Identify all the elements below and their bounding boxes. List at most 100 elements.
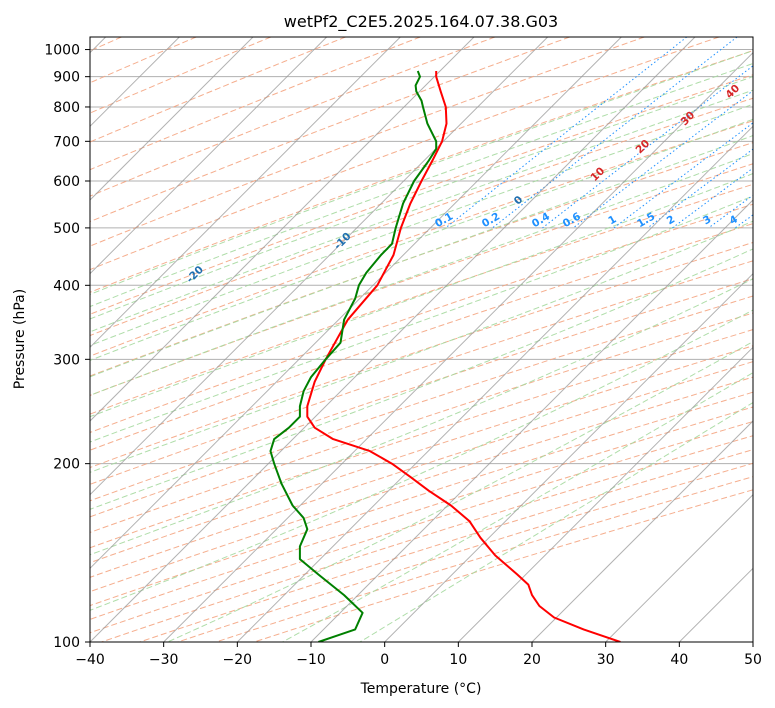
y-tick-label: 700 (53, 134, 80, 150)
plot-area: 0.10.20.40.611.52346810131620253036-100-… (41, 37, 775, 642)
mixing-ratio-line (734, 214, 753, 229)
mixing-ratio-label: 0.1 (433, 210, 455, 230)
y-tick-label: 100 (53, 635, 80, 651)
moist-adiabat-line (90, 248, 753, 510)
isotherm-line (236, 125, 753, 642)
moist-adiabat-label: 20 (633, 137, 652, 156)
dry-adiabat-line (90, 391, 753, 607)
isotherm-line (90, 37, 328, 275)
dry-adiabat-label: 0 (512, 194, 526, 208)
mixing-ratio-label: 6 (766, 213, 775, 227)
y-tick-label: 200 (53, 457, 80, 473)
dry-adiabat-line (90, 37, 570, 223)
isotherm-line (163, 51, 753, 642)
mixing-ratio-line (672, 167, 753, 229)
isotherm-line (678, 567, 753, 642)
dry-adiabat-line (90, 50, 753, 293)
isotherm-line (90, 37, 549, 496)
plot-frame (89, 36, 754, 643)
dry-adiabat-line (90, 142, 753, 377)
isotherm-line (605, 493, 753, 642)
sounding-traces (269, 70, 621, 642)
dewpoint-trace (269, 70, 438, 642)
y-tick-label: 800 (53, 100, 80, 116)
y-tick-label: 500 (53, 221, 80, 237)
dry-adiabat-line (90, 329, 753, 549)
dry-adiabat-line (90, 278, 753, 502)
dry-adiabat-line (90, 120, 753, 357)
isotherm-line (752, 641, 753, 642)
dry-adiabat-line (90, 97, 753, 337)
moist-adiabat-line (90, 153, 753, 396)
x-tick-label: 20 (523, 652, 541, 668)
isotherm-line (90, 37, 475, 422)
isotherms (90, 37, 753, 642)
dry-adiabat-line (90, 361, 753, 578)
moist-adiabat-line (282, 372, 753, 642)
isotherm-line (90, 37, 254, 201)
dry-adiabat-line (90, 37, 496, 197)
moist-adiabat-line (90, 103, 753, 347)
mixing-ratio-line (613, 122, 753, 229)
isotherm-line (457, 346, 753, 642)
dry-adiabat-label: -30 (41, 298, 63, 320)
moist-adiabat-line (90, 89, 753, 333)
mixing-ratio-label: 0.4 (530, 210, 552, 230)
mixing-ratio-lines (445, 37, 753, 229)
mixing-ratio-line (708, 194, 753, 229)
moist-adiabat-label: 40 (723, 82, 742, 101)
mixing-ratio-label: 0.6 (561, 210, 583, 230)
moist-adiabats (90, 50, 753, 642)
x-tick-label: −40 (75, 652, 105, 668)
dry-adiabat-line (90, 37, 421, 171)
dry-adiabat-line (90, 312, 753, 533)
isotherm-line (384, 272, 753, 642)
mixing-ratio-label: 2 (665, 213, 677, 227)
dry-adiabat-line (90, 37, 720, 271)
dry-adiabat-line (90, 183, 753, 415)
x-tick-label: 0 (380, 652, 389, 668)
x-tick-label: 40 (670, 652, 688, 668)
dry-adiabat-line (90, 295, 753, 518)
isotherm-line (531, 420, 753, 642)
moist-adiabat-line (167, 341, 753, 642)
dry-adiabat-line (90, 74, 753, 315)
mixing-ratio-label: 1.5 (635, 210, 657, 230)
x-axis-ticks: −40 −30 −20 −10 0 10 20 30 40 50 (75, 642, 762, 668)
moist-adiabat-line (90, 195, 753, 443)
moist-adiabat-line (90, 135, 753, 378)
moist-adiabat-line (90, 62, 753, 308)
dry-adiabat-line (90, 241, 753, 469)
isotherm-line (90, 37, 401, 349)
pressure-gridlines (90, 49, 753, 642)
moist-adiabat-line (90, 118, 753, 361)
moist-adiabat-line (90, 220, 753, 473)
dry-adiabat-label: -20 (184, 264, 206, 286)
temperature-trace (306, 71, 621, 642)
mixing-ratio-line (572, 90, 753, 229)
y-tick-label: 1000 (44, 43, 80, 59)
chart-title: wetPf2_C2E5.2025.164.07.38.G03 (284, 12, 558, 32)
moist-adiabat-line (90, 50, 753, 295)
isotherm-line (90, 37, 696, 642)
y-tick-label: 600 (53, 174, 80, 190)
y-tick-label: 300 (53, 352, 80, 368)
x-tick-label: 10 (449, 652, 467, 668)
moist-adiabat-line (359, 402, 753, 642)
dry-adiabat-line (90, 37, 272, 114)
x-tick-label: 50 (744, 652, 762, 668)
dry-adiabats (90, 37, 753, 642)
x-tick-label: 30 (597, 652, 615, 668)
moist-adiabat-line (90, 173, 753, 418)
x-tick-label: −30 (149, 652, 179, 668)
y-tick-label: 900 (53, 70, 80, 86)
dry-adiabat-line (90, 37, 346, 143)
dry-adiabat-line (90, 37, 645, 247)
dry-adiabat-line (90, 376, 753, 593)
moist-adiabat-line (90, 309, 753, 611)
y-tick-label: 400 (53, 278, 80, 294)
dry-adiabat-line (90, 203, 753, 433)
moist-adiabat-line (90, 278, 753, 556)
moist-adiabat-line (90, 76, 753, 320)
